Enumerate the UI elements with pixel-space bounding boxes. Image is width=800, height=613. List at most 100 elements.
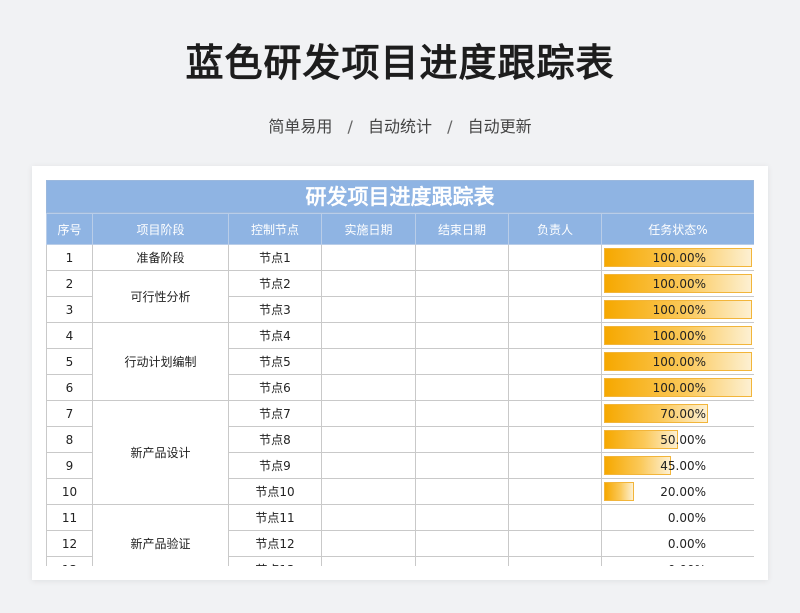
cell-end-date[interactable] bbox=[415, 322, 509, 349]
cell-start-date[interactable] bbox=[321, 374, 416, 401]
cell-no[interactable]: 4 bbox=[46, 322, 93, 349]
status-percent: 100.00% bbox=[652, 302, 706, 317]
cell-status[interactable]: 100.00% bbox=[601, 296, 754, 323]
cell-no[interactable]: 11 bbox=[46, 504, 93, 531]
table-row: 13 节点13 0.00% bbox=[46, 556, 754, 567]
table-row: 7 新产品设计 节点7 70.00% bbox=[46, 400, 754, 505]
cell-start-date[interactable] bbox=[321, 244, 416, 271]
cell-node[interactable]: 节点8 bbox=[228, 426, 322, 453]
cell-phase[interactable]: 新产品设计 bbox=[92, 400, 229, 505]
table-row: 12 节点12 0.00% bbox=[46, 530, 754, 557]
cell-node[interactable]: 节点1 bbox=[228, 244, 322, 271]
cell-owner[interactable] bbox=[508, 530, 602, 557]
cell-node[interactable]: 节点13 bbox=[228, 556, 322, 566]
table-row: 3 节点3 100.00% bbox=[46, 296, 754, 323]
cell-status[interactable]: 100.00% bbox=[601, 270, 754, 297]
cell-owner[interactable] bbox=[508, 374, 602, 401]
cell-end-date[interactable] bbox=[415, 556, 509, 566]
cell-node[interactable]: 节点11 bbox=[228, 504, 322, 531]
subtitle-easy: 简单易用 bbox=[268, 117, 333, 136]
cell-owner[interactable] bbox=[508, 504, 602, 531]
cell-phase[interactable]: 新产品验证 bbox=[92, 504, 229, 566]
cell-owner[interactable] bbox=[508, 400, 602, 427]
cell-no[interactable]: 10 bbox=[46, 478, 93, 505]
col-header-start-date: 实施日期 bbox=[321, 213, 416, 245]
cell-owner[interactable] bbox=[508, 296, 602, 323]
cell-end-date[interactable] bbox=[415, 348, 509, 375]
cell-status[interactable]: 100.00% bbox=[601, 244, 754, 271]
cell-owner[interactable] bbox=[508, 244, 602, 271]
cell-start-date[interactable] bbox=[321, 452, 416, 479]
cell-node[interactable]: 节点5 bbox=[228, 348, 322, 375]
cell-node[interactable]: 节点2 bbox=[228, 270, 322, 297]
cell-status[interactable]: 100.00% bbox=[601, 374, 754, 401]
cell-start-date[interactable] bbox=[321, 426, 416, 453]
cell-node[interactable]: 节点10 bbox=[228, 478, 322, 505]
status-percent: 45.00% bbox=[660, 458, 706, 473]
cell-status[interactable]: 70.00% bbox=[601, 400, 754, 427]
cell-end-date[interactable] bbox=[415, 426, 509, 453]
cell-owner[interactable] bbox=[508, 556, 602, 566]
cell-phase[interactable]: 准备阶段 bbox=[92, 244, 229, 271]
table-row: 9 节点9 45.00% bbox=[46, 452, 754, 479]
cell-status[interactable]: 45.00% bbox=[601, 452, 754, 479]
subtitle-separator: / bbox=[347, 117, 353, 136]
cell-end-date[interactable] bbox=[415, 530, 509, 557]
progress-bar bbox=[604, 482, 634, 501]
cell-owner[interactable] bbox=[508, 478, 602, 505]
cell-owner[interactable] bbox=[508, 452, 602, 479]
cell-node[interactable]: 节点6 bbox=[228, 374, 322, 401]
cell-no[interactable]: 6 bbox=[46, 374, 93, 401]
cell-end-date[interactable] bbox=[415, 478, 509, 505]
cell-status[interactable]: 100.00% bbox=[601, 348, 754, 375]
cell-node[interactable]: 节点3 bbox=[228, 296, 322, 323]
cell-start-date[interactable] bbox=[321, 296, 416, 323]
cell-start-date[interactable] bbox=[321, 556, 416, 566]
cell-owner[interactable] bbox=[508, 426, 602, 453]
cell-no[interactable]: 2 bbox=[46, 270, 93, 297]
cell-no[interactable]: 12 bbox=[46, 530, 93, 557]
cell-end-date[interactable] bbox=[415, 452, 509, 479]
cell-owner[interactable] bbox=[508, 270, 602, 297]
cell-phase[interactable]: 可行性分析 bbox=[92, 270, 229, 323]
cell-node[interactable]: 节点9 bbox=[228, 452, 322, 479]
cell-status[interactable]: 100.00% bbox=[601, 322, 754, 349]
cell-status[interactable]: 0.00% bbox=[601, 504, 754, 531]
cell-start-date[interactable] bbox=[321, 322, 416, 349]
cell-no[interactable]: 7 bbox=[46, 400, 93, 427]
cell-end-date[interactable] bbox=[415, 244, 509, 271]
cell-owner[interactable] bbox=[508, 322, 602, 349]
table-row: 10 节点10 20.00% bbox=[46, 478, 754, 505]
cell-no[interactable]: 9 bbox=[46, 452, 93, 479]
cell-node[interactable]: 节点12 bbox=[228, 530, 322, 557]
cell-status[interactable]: 20.00% bbox=[601, 478, 754, 505]
cell-start-date[interactable] bbox=[321, 400, 416, 427]
cell-start-date[interactable] bbox=[321, 348, 416, 375]
cell-end-date[interactable] bbox=[415, 270, 509, 297]
cell-start-date[interactable] bbox=[321, 530, 416, 557]
status-percent: 0.00% bbox=[668, 563, 754, 567]
cell-node[interactable]: 节点4 bbox=[228, 322, 322, 349]
status-percent: 100.00% bbox=[652, 354, 706, 369]
cell-no[interactable]: 1 bbox=[46, 244, 93, 271]
cell-end-date[interactable] bbox=[415, 374, 509, 401]
subtitle-auto-stats: 自动统计 bbox=[367, 117, 432, 136]
cell-start-date[interactable] bbox=[321, 504, 416, 531]
cell-end-date[interactable] bbox=[415, 504, 509, 531]
table-row: 1 准备阶段 节点1 100.00% bbox=[46, 244, 754, 271]
cell-node[interactable]: 节点7 bbox=[228, 400, 322, 427]
cell-no[interactable]: 8 bbox=[46, 426, 93, 453]
progress-bar bbox=[604, 274, 752, 293]
cell-status[interactable]: 50.00% bbox=[601, 426, 754, 453]
cell-start-date[interactable] bbox=[321, 478, 416, 505]
cell-owner[interactable] bbox=[508, 348, 602, 375]
cell-no[interactable]: 3 bbox=[46, 296, 93, 323]
cell-start-date[interactable] bbox=[321, 270, 416, 297]
cell-end-date[interactable] bbox=[415, 400, 509, 427]
cell-no[interactable]: 5 bbox=[46, 348, 93, 375]
cell-no[interactable]: 13 bbox=[46, 556, 93, 566]
cell-status[interactable]: 0.00% bbox=[601, 530, 754, 557]
cell-status[interactable]: 0.00% bbox=[601, 556, 754, 567]
cell-end-date[interactable] bbox=[415, 296, 509, 323]
cell-phase[interactable]: 行动计划编制 bbox=[92, 322, 229, 401]
